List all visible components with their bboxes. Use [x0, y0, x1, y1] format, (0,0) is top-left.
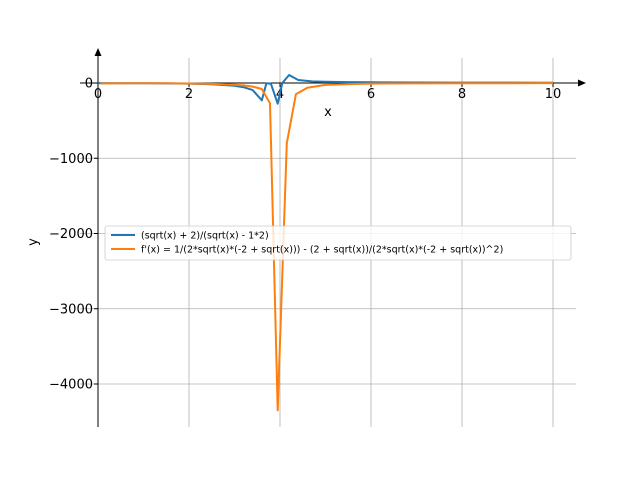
y-tick-label: 0 [85, 77, 93, 92]
x-tick-label: 10 [545, 87, 562, 102]
legend: (sqrt(x) + 2)/(sqrt(x) - 1*2) f'(x) = 1/(… [104, 225, 572, 261]
y-tick-label: −3000 [49, 302, 93, 317]
x-tick-label: 0 [94, 87, 102, 102]
y-axis-arrow [94, 48, 102, 56]
x-axis-label: x [324, 105, 332, 120]
x-tick-label: 2 [185, 87, 193, 102]
x-axis-arrow [578, 79, 586, 87]
x-tick-label: 8 [458, 87, 466, 102]
series-line-0 [97, 74, 554, 105]
legend-box [104, 225, 572, 261]
y-axis-label: y [26, 238, 41, 246]
ticks: 0 2 4 6 8 100−1000−2000−3000−4000 [49, 77, 561, 393]
legend-entry: f'(x) = 1/(2*sqrt(x)*(-2 + sqrt(x))) - (… [141, 245, 503, 256]
legend-entry: (sqrt(x) + 2)/(sqrt(x) - 1*2) [141, 231, 269, 242]
x-tick-label: 6 [367, 87, 375, 102]
y-tick-label: −1000 [49, 152, 93, 167]
y-tick-label: −4000 [49, 378, 93, 393]
y-tick-label: −2000 [49, 227, 93, 242]
